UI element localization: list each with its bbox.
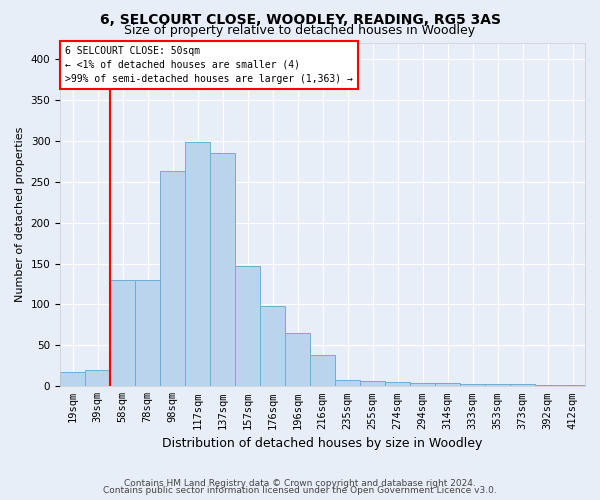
Bar [160,171,185,386]
Bar [85,370,110,386]
Bar [210,153,235,386]
Bar [410,383,435,386]
Text: Size of property relative to detached houses in Woodley: Size of property relative to detached ho… [124,24,476,37]
Bar [310,355,335,386]
Bar [60,372,85,386]
Bar [385,382,410,386]
Bar [110,280,135,386]
Bar [260,306,285,386]
Bar [435,383,460,386]
Bar [460,384,485,386]
Text: 6, SELCOURT CLOSE, WOODLEY, READING, RG5 3AS: 6, SELCOURT CLOSE, WOODLEY, READING, RG5… [100,12,500,26]
Text: Contains HM Land Registry data © Crown copyright and database right 2024.: Contains HM Land Registry data © Crown c… [124,478,476,488]
X-axis label: Distribution of detached houses by size in Woodley: Distribution of detached houses by size … [163,437,483,450]
Text: Contains public sector information licensed under the Open Government Licence v3: Contains public sector information licen… [103,486,497,495]
Bar [360,382,385,386]
Y-axis label: Number of detached properties: Number of detached properties [15,126,25,302]
Bar [285,333,310,386]
Bar [135,280,160,386]
Bar [485,384,510,386]
Bar [185,142,210,386]
Bar [335,380,360,386]
Text: 6 SELCOURT CLOSE: 50sqm
← <1% of detached houses are smaller (4)
>99% of semi-de: 6 SELCOURT CLOSE: 50sqm ← <1% of detache… [65,46,353,84]
Bar [510,384,535,386]
Bar [235,266,260,386]
